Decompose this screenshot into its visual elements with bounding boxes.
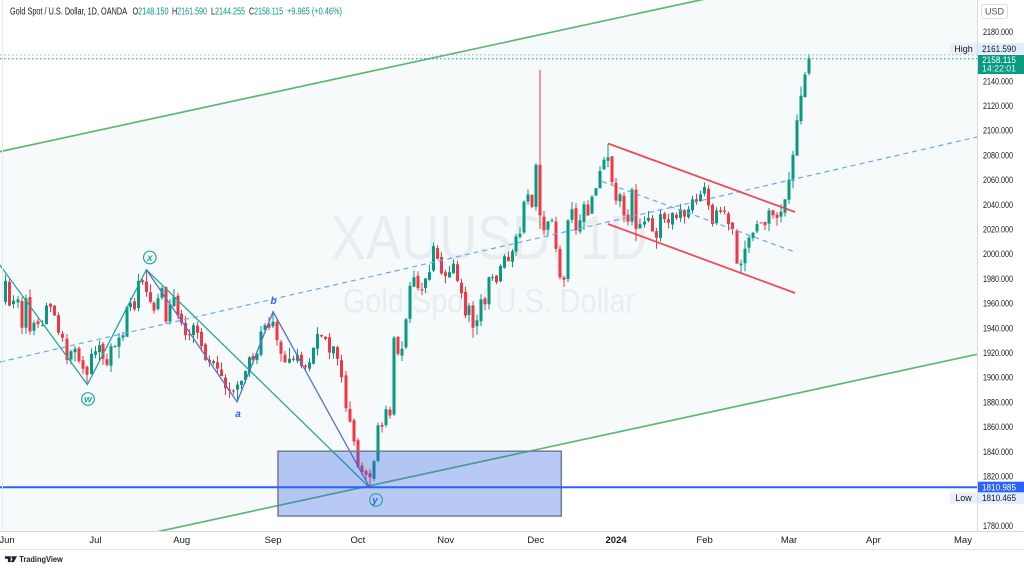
svg-text:1840.000: 1840.000 — [983, 447, 1013, 458]
svg-text:Sep: Sep — [265, 535, 282, 546]
svg-text:Low: Low — [955, 493, 972, 503]
svg-text:w: w — [84, 395, 93, 406]
svg-text:1880.000: 1880.000 — [983, 397, 1013, 408]
svg-text:2080.000: 2080.000 — [983, 150, 1013, 161]
svg-text:Gold Spot / U.S. Dollar, 1D, O: Gold Spot / U.S. Dollar, 1D, OANDA O2148.… — [10, 7, 342, 18]
svg-text:1900.000: 1900.000 — [983, 373, 1013, 384]
svg-text:Apr: Apr — [866, 535, 881, 546]
svg-text:14:22:01: 14:22:01 — [982, 64, 1016, 74]
svg-text:b: b — [270, 296, 276, 307]
svg-text:1860.000: 1860.000 — [983, 422, 1013, 433]
svg-text:Jun: Jun — [0, 535, 15, 546]
svg-text:2140.000: 2140.000 — [983, 76, 1013, 87]
svg-text:Jul: Jul — [89, 535, 101, 546]
svg-text:x: x — [146, 253, 153, 264]
svg-text:2120.000: 2120.000 — [983, 101, 1013, 112]
svg-text:Mar: Mar — [781, 535, 797, 546]
svg-text:2000.000: 2000.000 — [983, 249, 1013, 260]
svg-text:2100.000: 2100.000 — [983, 126, 1013, 137]
svg-text:2020.000: 2020.000 — [983, 225, 1013, 236]
svg-text:Aug: Aug — [173, 535, 190, 546]
svg-text:y: y — [371, 496, 378, 507]
svg-text:1960.000: 1960.000 — [983, 299, 1013, 310]
svg-text:2024: 2024 — [606, 535, 628, 546]
svg-text:XAUUSD, 1D: XAUUSD, 1D — [331, 204, 647, 273]
svg-text:May: May — [954, 535, 972, 546]
svg-text:1810.465: 1810.465 — [982, 493, 1016, 504]
svg-text:TradingView: TradingView — [19, 554, 63, 564]
svg-text:Oct: Oct — [351, 535, 366, 546]
svg-text:2060.000: 2060.000 — [983, 175, 1013, 186]
svg-text:Dec: Dec — [527, 535, 544, 546]
svg-text:1980.000: 1980.000 — [983, 274, 1013, 285]
svg-text:2180.000: 2180.000 — [983, 27, 1013, 38]
svg-text:1780.000: 1780.000 — [983, 521, 1013, 532]
svg-text:High: High — [954, 44, 973, 54]
svg-text:Nov: Nov — [437, 535, 454, 546]
svg-text:1940.000: 1940.000 — [983, 323, 1013, 334]
svg-text:1820.000: 1820.000 — [983, 472, 1013, 483]
svg-text:2158.115: 2158.115 — [982, 55, 1016, 65]
svg-text:1810.985: 1810.985 — [982, 483, 1016, 493]
svg-text:USD: USD — [985, 7, 1005, 17]
svg-text:2161.590: 2161.590 — [982, 44, 1016, 55]
svg-text:2040.000: 2040.000 — [983, 200, 1013, 211]
svg-text:Feb: Feb — [696, 535, 712, 546]
svg-text:a: a — [235, 409, 241, 420]
svg-text:1920.000: 1920.000 — [983, 348, 1013, 359]
